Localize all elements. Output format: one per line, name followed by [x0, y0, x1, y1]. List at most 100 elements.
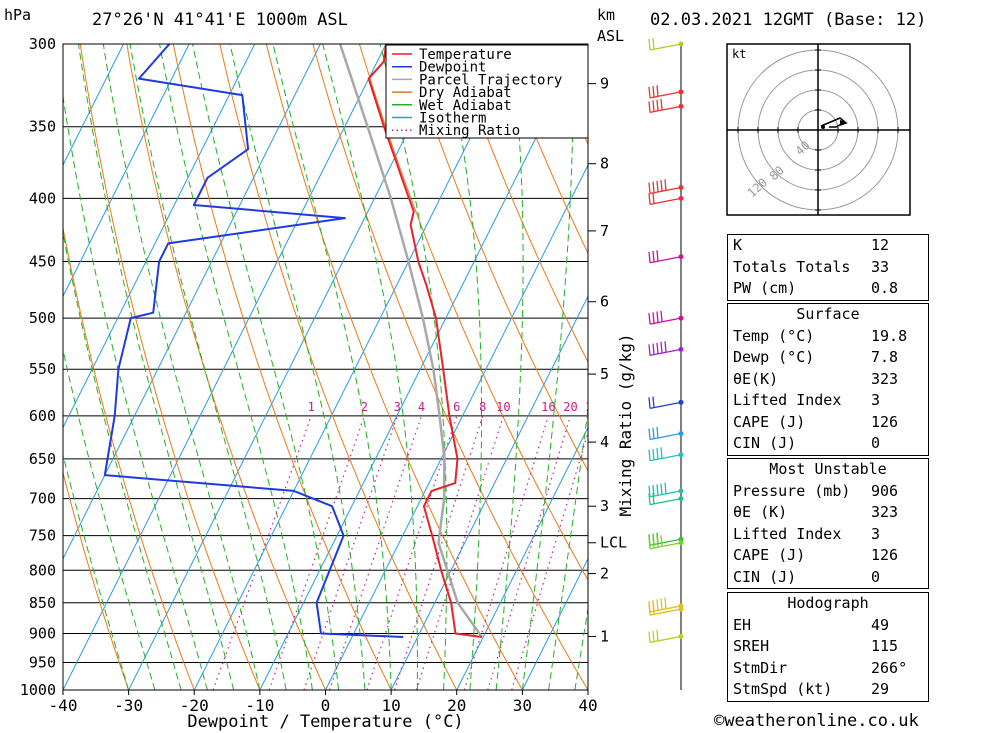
- mixing-ratio-label: 8: [479, 400, 486, 414]
- wind-barb: [648, 482, 684, 498]
- row-value: 126: [871, 412, 899, 431]
- wind-barb-feather: [656, 250, 659, 262]
- legend-entry: Dewpoint: [419, 60, 486, 76]
- wet-adiabat-line: [102, 44, 261, 690]
- wind-barb-feather: [648, 193, 651, 205]
- row-value: 33: [871, 257, 890, 276]
- wind-barb-staff: [649, 605, 682, 613]
- row-label: CIN (J): [733, 434, 797, 452]
- wind-barb-feather: [648, 182, 651, 194]
- wind-barb-staff: [649, 635, 682, 644]
- row-value: 7.8: [871, 348, 899, 366]
- mixing-ratio-line: [511, 430, 588, 690]
- wind-barb-feather: [656, 484, 659, 496]
- table-row: StmSpd (kt) 29: [728, 679, 928, 701]
- height-tick-label: LCL: [600, 534, 627, 552]
- wind-barb-feather: [656, 342, 659, 354]
- wind-barb-feather: [664, 179, 667, 191]
- hodograph-point: [821, 125, 825, 129]
- wet-adiabat-line: [63, 230, 182, 690]
- row-label: StmDir: [733, 658, 788, 677]
- legend-entry: Mixing Ratio: [419, 123, 520, 139]
- table-row: StmDir 266°: [728, 658, 928, 680]
- mixing-ratio-line: [393, 415, 484, 690]
- table-title: Surface: [796, 305, 860, 323]
- row-label: θE (K): [733, 503, 788, 521]
- wind-barbs: [648, 38, 684, 690]
- row-value: 323: [871, 503, 899, 521]
- dry-adiabat-line: [63, 470, 130, 690]
- mixing-ratio-label: 4: [418, 400, 425, 414]
- isotherm-line: [259, 44, 584, 690]
- height-tick-label: 5: [600, 365, 609, 383]
- wind-barb-feather: [652, 603, 655, 615]
- wind-barb-feather: [648, 251, 651, 263]
- table-row: Dewp (°C) 7.8: [728, 347, 928, 369]
- mixing-ratio-label: 16: [541, 400, 555, 414]
- wind-barb: [648, 341, 684, 356]
- wet-adiabat-line: [272, 44, 392, 690]
- legend-entry: Temperature: [419, 47, 512, 63]
- wind-barb-feather: [656, 536, 659, 548]
- wind-barb-staff: [649, 454, 682, 462]
- row-value: 323: [871, 369, 899, 388]
- wind-barb: [648, 85, 684, 99]
- table-title: Hodograph: [787, 594, 869, 612]
- dry-adiabat-line: [964, 44, 1000, 690]
- wind-barb-staff: [649, 490, 682, 498]
- legend-entry: Parcel Trajectory: [419, 72, 562, 88]
- pressure-tick-label: 700: [29, 490, 56, 508]
- pressure-tick-label: 800: [29, 561, 56, 579]
- row-value: 29: [871, 680, 890, 698]
- row-label: K: [733, 236, 743, 254]
- wind-barb: [648, 629, 684, 644]
- wind-barb: [648, 492, 684, 506]
- table-row: Temp (°C) 19.8: [728, 326, 928, 348]
- wind-barb: [648, 192, 684, 205]
- temperature-tick-label: 0: [321, 696, 331, 715]
- isotherm-line: [193, 44, 518, 690]
- wet-adiabat-line: [574, 605, 588, 690]
- table-row: Pressure (mb) 906: [728, 481, 928, 503]
- table-row: K 12: [728, 235, 928, 257]
- row-value: 0.8: [871, 279, 899, 297]
- height-tick-label: 8: [600, 155, 609, 173]
- temperature-tick-label: -10: [245, 696, 274, 715]
- wind-barb-feather: [648, 631, 651, 643]
- wind-barb-feather: [656, 448, 659, 460]
- parcel-trajectory-line: [338, 44, 483, 638]
- wind-barb-feather: [656, 629, 659, 641]
- wind-barb-staff: [649, 256, 682, 264]
- row-label: Lifted Index: [733, 391, 842, 409]
- height-tick-label: 3: [600, 497, 609, 515]
- wind-barb-staff: [649, 542, 682, 550]
- row-label: EH: [733, 615, 752, 634]
- height-tick-label: 6: [600, 293, 609, 311]
- wind-barb-feather: [648, 604, 651, 616]
- wind-barb-feather: [648, 537, 651, 549]
- wind-barb-feather: [660, 180, 663, 192]
- pressure-tick-label: 400: [29, 189, 56, 207]
- row-value: 0: [871, 567, 881, 586]
- table-row: CIN (J) 0: [728, 433, 928, 455]
- wind-barb-feather: [664, 341, 667, 353]
- wind-barb-feather: [652, 448, 655, 460]
- row-value: 126: [871, 546, 899, 564]
- table-row: Totals Totals 33: [728, 257, 928, 279]
- mixing-ratio-label: 10: [496, 400, 510, 414]
- row-label: CIN (J): [733, 567, 797, 586]
- row-label: Dewp (°C): [733, 348, 815, 366]
- wind-barb-staff: [649, 432, 682, 441]
- mixing-ratio-label: 2: [361, 400, 368, 414]
- height-tick-label: 9: [600, 75, 609, 93]
- isotherm-line: [63, 44, 387, 690]
- isotherm-line: [521, 557, 588, 690]
- isotherm-line: [63, 44, 190, 298]
- mixing-ratio-line: [463, 415, 549, 690]
- wet-adiabat-line: [78, 44, 235, 690]
- datetime-title: 02.03.2021 12GMT (Base: 12): [650, 10, 927, 30]
- legend-box: [385, 44, 589, 139]
- wind-barb-feather: [648, 344, 651, 356]
- height-unit-km: km: [597, 6, 616, 24]
